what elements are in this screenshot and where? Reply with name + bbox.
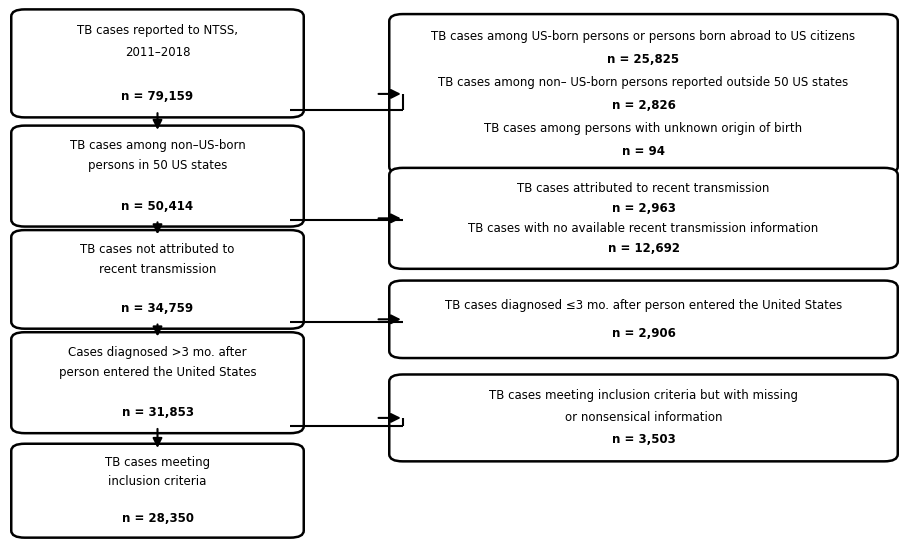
Text: n = 12,692: n = 12,692 — [608, 242, 680, 255]
Text: TB cases attributed to recent transmission: TB cases attributed to recent transmissi… — [518, 181, 770, 194]
Text: TB cases meeting: TB cases meeting — [105, 456, 210, 469]
Text: TB cases diagnosed ≤3 mo. after person entered the United States: TB cases diagnosed ≤3 mo. after person e… — [445, 299, 842, 312]
FancyBboxPatch shape — [11, 9, 303, 117]
FancyBboxPatch shape — [11, 126, 303, 227]
FancyBboxPatch shape — [389, 374, 898, 461]
Text: inclusion criteria: inclusion criteria — [108, 475, 207, 488]
FancyBboxPatch shape — [11, 444, 303, 538]
Text: n = 79,159: n = 79,159 — [122, 90, 194, 103]
Text: n = 25,825: n = 25,825 — [608, 53, 680, 66]
Text: or nonsensical information: or nonsensical information — [565, 411, 722, 424]
FancyBboxPatch shape — [389, 281, 898, 358]
Text: 2011–2018: 2011–2018 — [125, 46, 190, 59]
Text: Cases diagnosed >3 mo. after: Cases diagnosed >3 mo. after — [68, 346, 247, 359]
Text: persons in 50 US states: persons in 50 US states — [88, 159, 227, 172]
FancyBboxPatch shape — [11, 332, 303, 433]
Text: n = 2,963: n = 2,963 — [612, 202, 675, 215]
Text: n = 94: n = 94 — [622, 145, 665, 158]
Text: n = 50,414: n = 50,414 — [122, 200, 194, 213]
Text: TB cases not attributed to: TB cases not attributed to — [80, 244, 235, 256]
Text: TB cases among non–US-born: TB cases among non–US-born — [69, 139, 246, 152]
Text: n = 2,906: n = 2,906 — [612, 327, 675, 340]
FancyBboxPatch shape — [11, 230, 303, 329]
Text: n = 31,853: n = 31,853 — [122, 407, 194, 420]
FancyBboxPatch shape — [389, 168, 898, 269]
Text: TB cases meeting inclusion criteria but with missing: TB cases meeting inclusion criteria but … — [489, 389, 798, 402]
Text: n = 28,350: n = 28,350 — [122, 512, 194, 525]
FancyBboxPatch shape — [389, 14, 898, 174]
Text: TB cases with no available recent transmission information: TB cases with no available recent transm… — [468, 222, 819, 235]
Text: recent transmission: recent transmission — [99, 263, 216, 276]
Text: TB cases among US-born persons or persons born abroad to US citizens: TB cases among US-born persons or person… — [431, 30, 856, 43]
Text: person entered the United States: person entered the United States — [58, 366, 256, 379]
Text: TB cases reported to NTSS,: TB cases reported to NTSS, — [77, 24, 238, 37]
Text: n = 34,759: n = 34,759 — [122, 302, 194, 315]
Text: n = 2,826: n = 2,826 — [612, 99, 675, 112]
Text: TB cases among non– US-born persons reported outside 50 US states: TB cases among non– US-born persons repo… — [438, 76, 849, 89]
Text: TB cases among persons with unknown origin of birth: TB cases among persons with unknown orig… — [484, 122, 803, 135]
Text: n = 3,503: n = 3,503 — [612, 434, 675, 447]
